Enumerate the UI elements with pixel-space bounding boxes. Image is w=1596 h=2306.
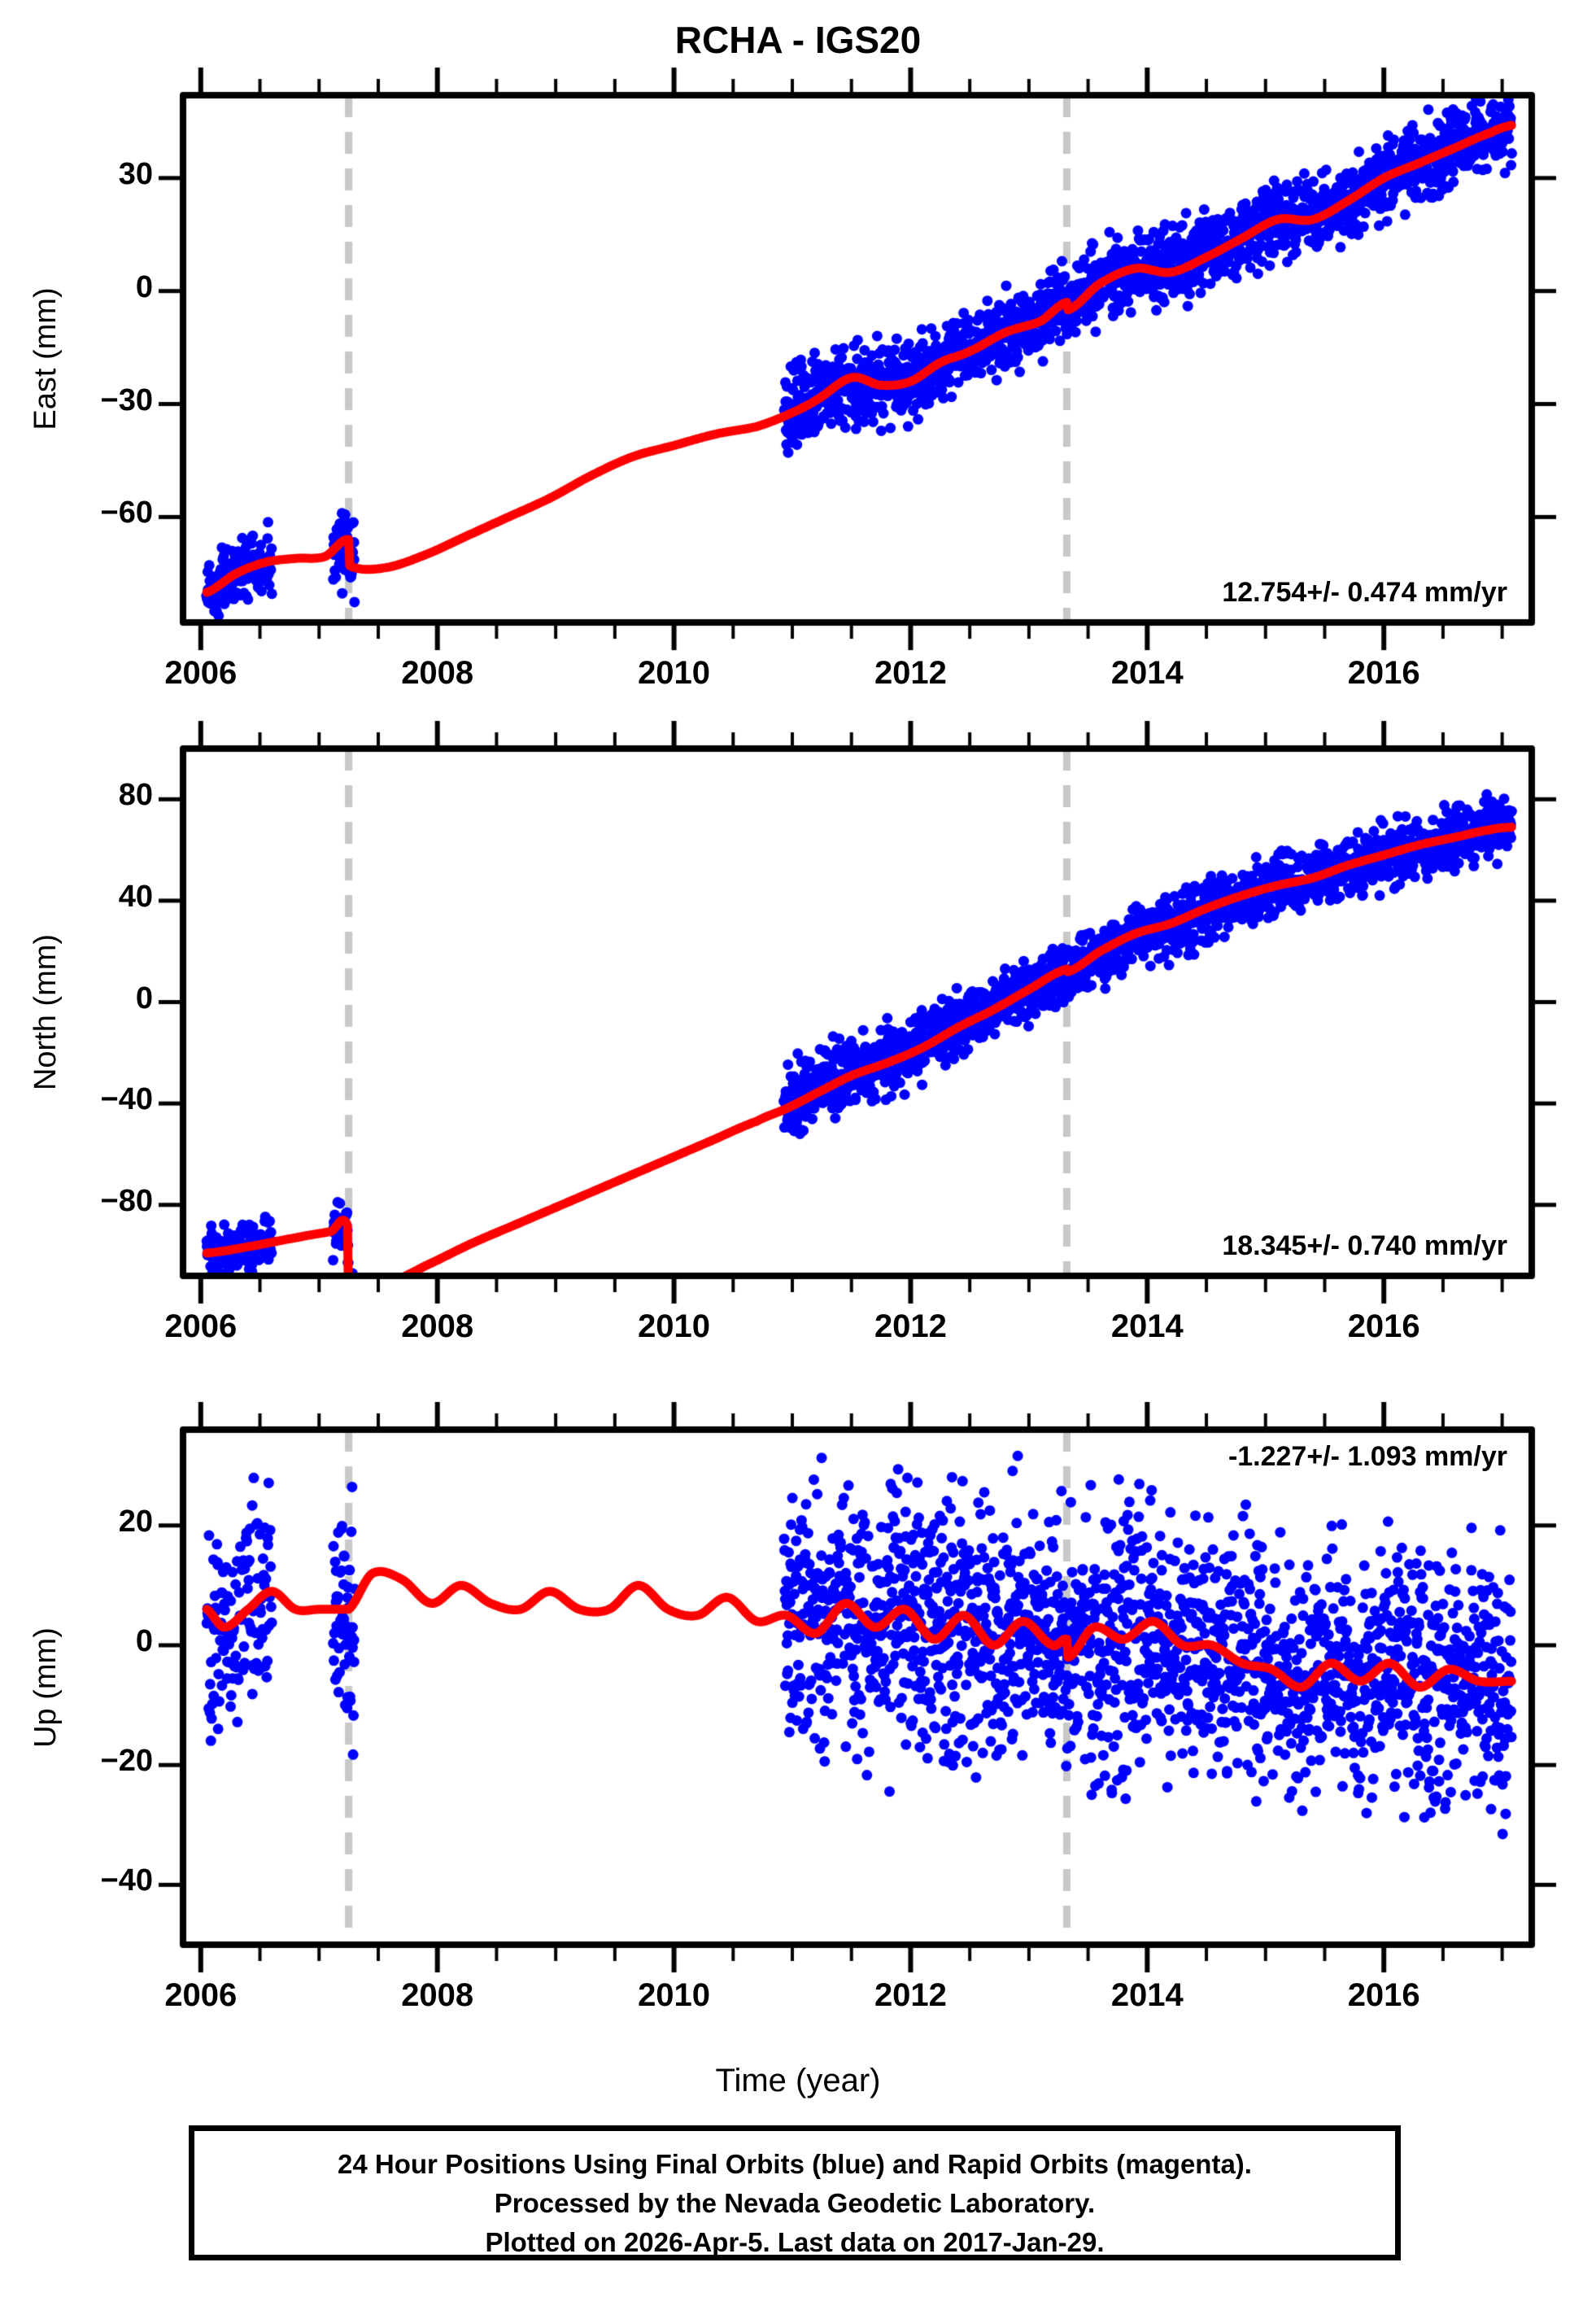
y-tick-label: 0 xyxy=(135,1623,153,1658)
x-tick-label: 2006 xyxy=(164,1308,238,1344)
x-tick-label: 2014 xyxy=(1110,1308,1184,1344)
x-tick-label: 2012 xyxy=(874,1308,947,1344)
y-tick-label: −40 xyxy=(100,1863,153,1898)
x-tick-label: 2016 xyxy=(1347,1977,1420,2013)
footer-caption-box: 24 Hour Positions Using Final Orbits (bl… xyxy=(189,2125,1401,2260)
y-tick-label: 0 xyxy=(135,269,153,304)
x-tick-label: 2008 xyxy=(401,1977,474,2013)
footer-line-1: 24 Hour Positions Using Final Orbits (bl… xyxy=(338,2149,1252,2179)
y-tick-label: 40 xyxy=(118,879,153,914)
footer-line-3: Plotted on 2026-Apr-5. Last data on 2017… xyxy=(485,2227,1105,2257)
x-axis-label: Time (year) xyxy=(715,2063,881,2099)
x-tick-label: 2008 xyxy=(401,1308,474,1344)
footer-line-2: Processed by the Nevada Geodetic Laborat… xyxy=(494,2188,1096,2218)
y-tick-label: 0 xyxy=(135,980,153,1015)
y-tick-label: 80 xyxy=(118,778,153,813)
page-title: RCHA - IGS20 xyxy=(674,19,922,61)
x-tick-label: 2012 xyxy=(874,1977,947,2013)
y-tick-label: −20 xyxy=(100,1744,153,1779)
x-tick-label: 2008 xyxy=(401,655,474,691)
x-tick-label: 2016 xyxy=(1347,655,1420,691)
x-tick-label: 2006 xyxy=(164,655,238,691)
x-tick-label: 2016 xyxy=(1347,1308,1420,1344)
y-tick-label: −80 xyxy=(100,1183,153,1218)
rate-label-up: -1.227+/- 1.093 mm/yr xyxy=(1228,1441,1507,1472)
y-tick-label: −60 xyxy=(100,496,153,531)
y-tick-label: 30 xyxy=(118,156,153,191)
x-tick-label: 2014 xyxy=(1110,1977,1184,2013)
x-tick-label: 2006 xyxy=(164,1977,238,2013)
rate-label-north: 18.345+/- 0.740 mm/yr xyxy=(1222,1230,1507,1261)
x-tick-label: 2012 xyxy=(874,655,947,691)
rate-label-east: 12.754+/- 0.474 mm/yr xyxy=(1222,577,1507,608)
y-tick-label: 20 xyxy=(118,1504,153,1539)
x-tick-label: 2010 xyxy=(638,655,711,691)
y-tick-label: −40 xyxy=(100,1082,153,1117)
x-tick-label: 2010 xyxy=(638,1308,711,1344)
x-tick-label: 2014 xyxy=(1110,655,1184,691)
y-tick-label: −30 xyxy=(100,382,153,417)
x-tick-label: 2010 xyxy=(638,1977,711,2013)
